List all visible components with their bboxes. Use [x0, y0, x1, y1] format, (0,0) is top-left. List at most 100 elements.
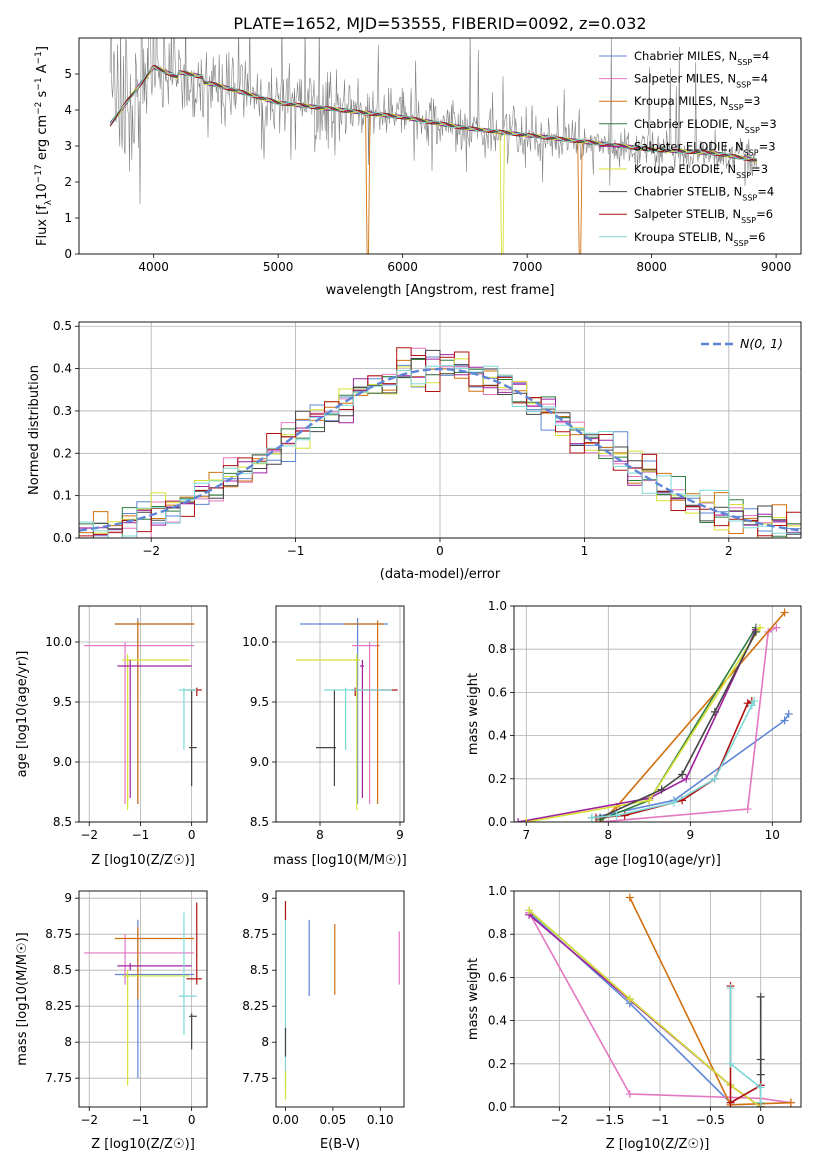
x-tick-label: −1.5 [595, 1113, 624, 1127]
weight-series-line [517, 629, 757, 822]
y-tick-label: 0.4 [53, 362, 72, 376]
x-tick-label: −1 [651, 1113, 669, 1127]
axes-frame [78, 321, 802, 539]
x-tick-label: 5000 [263, 260, 294, 274]
y-tick-label: 8.5 [53, 963, 72, 977]
weight-point-marker [522, 818, 531, 822]
age-mass-point [344, 620, 384, 804]
y-tick-label: 5 [64, 67, 72, 81]
legend-nssp: =6 [749, 230, 766, 244]
x-tick-label: 8 [604, 828, 612, 842]
y-axis-label-part: erg cm [35, 115, 50, 164]
weight-series-line [528, 909, 762, 1107]
age-mass-point [352, 642, 380, 804]
age-metallicity-point [189, 690, 197, 786]
y-tick-label: 9.0 [250, 755, 269, 769]
legend-model-name: Chabrier STELIB, N [634, 185, 742, 199]
y-axis-label-part: λ [44, 199, 54, 205]
y-axis-label: age [log10(age/yr)] [15, 651, 30, 778]
x-tick-label: −0.5 [696, 1113, 725, 1127]
x-tick-label: 0 [188, 828, 196, 842]
y-tick-label: 0.4 [488, 729, 507, 743]
y-tick-label: 8.75 [242, 927, 269, 941]
weight-point-marker [726, 984, 735, 993]
y-axis-label: Normed distribution [27, 365, 42, 495]
legend-nssp: =3 [744, 94, 761, 108]
mass-metallicity-point [117, 963, 192, 971]
model-spectrum-line [109, 66, 758, 160]
y-tick-label: 9 [261, 891, 269, 905]
legend-entry: Kroupa MILES, NSSP=3 [634, 94, 760, 112]
legend-entry: Salpeter ELODIE, NSSP=3 [634, 139, 776, 157]
y-tick-label: 8.5 [250, 815, 269, 829]
x-axis-label: wavelength [Angstrom, rest frame] [326, 283, 555, 298]
weight-point-marker [786, 1098, 795, 1107]
age-mass-point [296, 654, 360, 810]
weight-point-marker [780, 716, 789, 725]
y-tick-label: 7.75 [45, 1071, 72, 1085]
weight-series-line [591, 713, 790, 819]
y-tick-label: 0.2 [53, 446, 72, 460]
normal-reference-curve [79, 367, 801, 532]
model-spectrum-line [109, 64, 757, 161]
weight-point-marker [726, 1059, 735, 1068]
weight-point-marker [625, 893, 634, 902]
y-tick-label: 0.3 [53, 404, 72, 418]
mass-metallicity-point [189, 1013, 197, 1050]
x-tick-label: −1 [287, 544, 305, 558]
y-tick-label: 9 [64, 891, 72, 905]
axes-frame [275, 605, 405, 823]
x-tick-label: −2 [80, 1113, 98, 1127]
y-tick-label: 8.5 [53, 815, 72, 829]
weight-point-marker [756, 1055, 765, 1064]
age-metallicity-point [117, 660, 192, 798]
weight-series-line [526, 627, 761, 822]
y-axis-label-part: Flux [f [35, 205, 50, 246]
x-tick-label: 10 [765, 828, 780, 842]
legend-entry: Chabrier ELODIE, NSSP=3 [634, 117, 777, 135]
y-tick-label: 8.25 [45, 999, 72, 1013]
age-metallicity-point [186, 687, 202, 696]
weight-point-marker [682, 774, 691, 783]
axes-frame [275, 890, 405, 1108]
y-axis-label-part: −1 [34, 77, 44, 90]
axes-frame [78, 890, 208, 1108]
legend-nssp: =3 [759, 139, 776, 153]
legend-nssp: =4 [757, 185, 774, 199]
y-tick-label: 1 [64, 211, 72, 225]
y-axis-label: mass weight [466, 958, 481, 1040]
observed-spectrum-line [109, 38, 758, 205]
mass-metallicity-point [122, 970, 190, 1086]
x-axis-label: E(B-V) [320, 1137, 360, 1152]
x-tick-label: −2 [142, 544, 160, 558]
legend-subscript: SSP [736, 80, 751, 89]
weight-point-marker [612, 811, 621, 820]
age-metallicity-point [122, 654, 190, 810]
y-tick-label: 0.4 [488, 1014, 507, 1028]
y-tick-label: 8.25 [242, 999, 269, 1013]
legend-entry: Salpeter MILES, NSSP=4 [634, 72, 768, 90]
y-axis-label: mass [log10(M/M☉)] [15, 932, 30, 1065]
weight-series-line [599, 627, 757, 821]
model-spectrum-line [109, 65, 757, 162]
weight-point-marker [625, 995, 634, 1003]
y-tick-label: 10.0 [242, 635, 269, 649]
y-tick-label: 10.0 [45, 635, 72, 649]
y-tick-label: 9.0 [53, 755, 72, 769]
legend-model-name: Kroupa ELODIE, N [634, 162, 736, 176]
weight-series-line [729, 988, 762, 1103]
y-tick-label: 0.1 [53, 489, 72, 503]
x-axis-label: age [log10(age/yr)] [594, 853, 721, 868]
x-tick-label: 9 [686, 828, 694, 842]
weight-point-marker [747, 701, 756, 710]
legend-model-name: Chabrier ELODIE, N [634, 117, 745, 131]
x-tick-label: 0.10 [367, 1113, 394, 1127]
weight-point-marker [525, 906, 534, 915]
figure-title: PLATE=1652, MJD=53555, FIBERID=0092, z=0… [233, 14, 646, 33]
x-tick-label: 0 [757, 1113, 765, 1127]
y-axis-label-part: A [35, 64, 50, 77]
y-tick-label: 1.0 [488, 599, 507, 613]
weight-point-marker [751, 627, 760, 636]
x-tick-label: 8000 [636, 260, 667, 274]
y-axis-label: Flux [fλ10−17 erg cm−2 s−1 A−1] [34, 46, 54, 246]
